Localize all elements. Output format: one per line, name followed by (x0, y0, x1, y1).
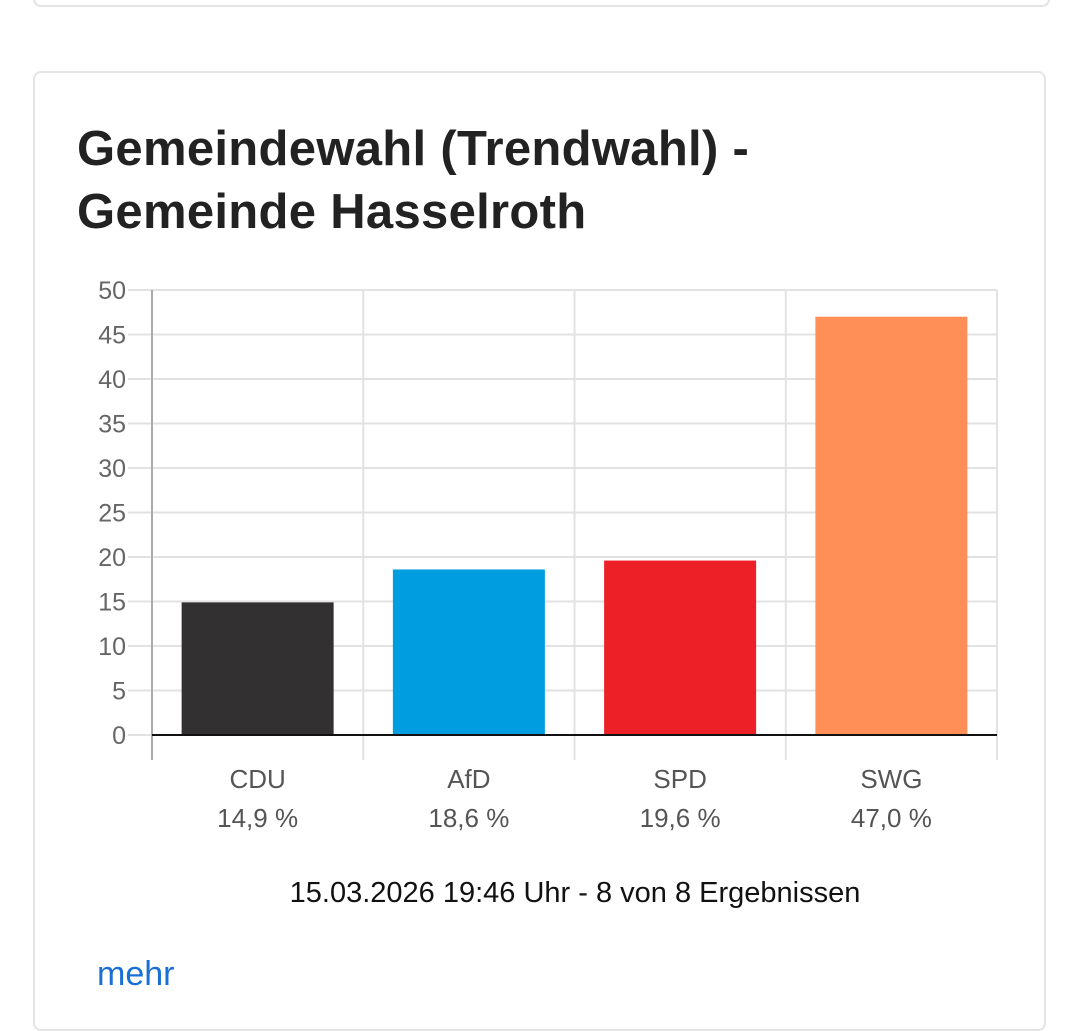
value-label: 18,6 % (428, 803, 509, 833)
x-category-label: SWG (860, 764, 922, 794)
y-tick-label: 45 (98, 322, 126, 350)
bar-swg (815, 316, 968, 735)
title-line-1: Gemeindewahl (Trendwahl) - (77, 122, 750, 176)
bar-afd (392, 569, 545, 735)
y-tick-label: 25 (98, 500, 126, 528)
chart-title: Gemeindewahl (Trendwahl) - Gemeinde Hasse… (77, 118, 749, 244)
y-tick-label: 40 (98, 366, 126, 394)
y-tick-label: 50 (98, 277, 126, 305)
bar-cdu (181, 602, 334, 735)
bar-spd (604, 560, 757, 735)
y-tick-label: 35 (98, 411, 126, 439)
y-tick-label: 20 (98, 544, 126, 572)
title-line-2: Gemeinde Hasselroth (77, 185, 587, 239)
more-link[interactable]: mehr (97, 955, 175, 993)
x-category-label: SPD (653, 764, 706, 794)
y-tick-label: 5 (112, 678, 126, 706)
x-category-label: AfD (447, 764, 490, 794)
x-category-label: CDU (229, 764, 285, 794)
y-tick-label: 10 (98, 633, 126, 661)
y-tick-label: 30 (98, 455, 126, 483)
result-timestamp: 15.03.2026 19:46 Uhr - 8 von 8 Ergebniss… (289, 877, 861, 909)
y-tick-label: 0 (112, 722, 126, 750)
value-label: 47,0 % (851, 803, 932, 833)
bar-chart: 0 5 10 15 20 25 30 35 40 45 50 CDU 14,9 % AfD 18,6 % SP… (98, 277, 998, 833)
value-label: 19,6 % (640, 803, 721, 833)
value-label: 14,9 % (217, 803, 298, 833)
y-tick-label: 15 (98, 589, 126, 617)
